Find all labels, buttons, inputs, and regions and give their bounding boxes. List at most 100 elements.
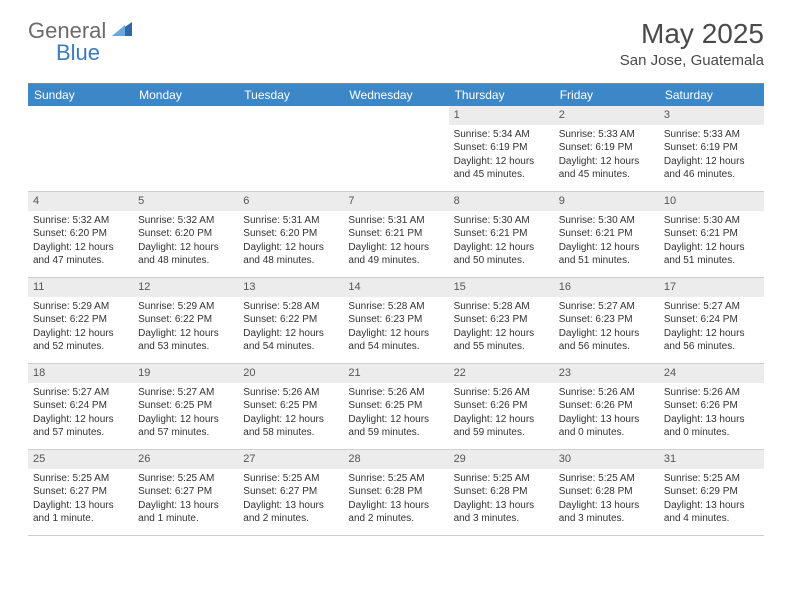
day-number: 12 — [133, 278, 238, 297]
sunrise-text: Sunrise: 5:25 AM — [243, 472, 338, 486]
weekday-friday: Friday — [554, 84, 659, 106]
day-number: 1 — [449, 106, 554, 125]
weekday-header-row: Sunday Monday Tuesday Wednesday Thursday… — [28, 84, 764, 106]
day-info: Sunrise: 5:25 AMSunset: 6:28 PMDaylight:… — [554, 469, 659, 530]
daylight-text: Daylight: 12 hours and 55 minutes. — [454, 327, 549, 354]
brand-mark-icon — [110, 21, 132, 42]
daylight-text: Daylight: 13 hours and 1 minute. — [33, 499, 128, 526]
sunset-text: Sunset: 6:20 PM — [138, 227, 233, 241]
sunset-text: Sunset: 6:23 PM — [559, 313, 654, 327]
daylight-text: Daylight: 12 hours and 45 minutes. — [559, 155, 654, 182]
sunrise-text: Sunrise: 5:34 AM — [454, 128, 549, 142]
sunrise-text: Sunrise: 5:32 AM — [33, 214, 128, 228]
calendar-cell: 25Sunrise: 5:25 AMSunset: 6:27 PMDayligh… — [28, 450, 133, 536]
calendar-cell: 28 Sunrise: 5:25 AMSunset: 6:28 PMDayligh… — [343, 450, 448, 536]
calendar-cell: 3Sunrise: 5:33 AMSunset: 6:19 PMDaylight… — [659, 106, 764, 192]
calendar-cell: 6Sunrise: 5:31 AMSunset: 6:20 PMDaylight… — [238, 192, 343, 278]
calendar-cell: 30Sunrise: 5:25 AMSunset: 6:28 PMDayligh… — [554, 450, 659, 536]
day-number: 16 — [554, 278, 659, 297]
daylight-text: Daylight: 13 hours and 1 minute. — [138, 499, 233, 526]
day-number: 9 — [554, 192, 659, 211]
day-info: Sunrise: 5:28 AMSunset: 6:23 PMDaylight:… — [449, 297, 554, 358]
sunset-text: Sunset: 6:28 PM — [454, 485, 549, 499]
day-number: 29 — [449, 450, 554, 469]
day-number: 30 — [554, 450, 659, 469]
sunrise-text: Sunrise: 5:27 AM — [664, 300, 759, 314]
sunrise-text: Sunrise: 5:29 AM — [33, 300, 128, 314]
sunrise-text: Sunrise: 5:33 AM — [664, 128, 759, 142]
sunset-text: Sunset: 6:25 PM — [348, 399, 443, 413]
calendar-cell: 15Sunrise: 5:28 AMSunset: 6:23 PMDayligh… — [449, 278, 554, 364]
calendar: Sunday Monday Tuesday Wednesday Thursday… — [28, 83, 764, 536]
day-info: Sunrise: 5:30 AMSunset: 6:21 PMDaylight:… — [449, 211, 554, 272]
sunrise-text: Sunrise: 5:25 AM — [33, 472, 128, 486]
day-number: 23 — [554, 364, 659, 383]
day-number: 18 — [28, 364, 133, 383]
sunrise-text: Sunrise: 5:28 AM — [348, 300, 443, 314]
calendar-cell: 10Sunrise: 5:30 AMSunset: 6:21 PMDayligh… — [659, 192, 764, 278]
sunrise-text: Sunrise: 5:26 AM — [559, 386, 654, 400]
page-header: GeneralBlue May 2025 San Jose, Guatemala — [0, 0, 792, 77]
day-info: Sunrise: 5:30 AMSunset: 6:21 PMDaylight:… — [659, 211, 764, 272]
calendar-cell: 5Sunrise: 5:32 AMSunset: 6:20 PMDaylight… — [133, 192, 238, 278]
sunset-text: Sunset: 6:20 PM — [33, 227, 128, 241]
calendar-cell: 29Sunrise: 5:25 AMSunset: 6:28 PMDayligh… — [449, 450, 554, 536]
calendar-cell: 12Sunrise: 5:29 AMSunset: 6:22 PMDayligh… — [133, 278, 238, 364]
day-number: 25 — [28, 450, 133, 469]
sunset-text: Sunset: 6:24 PM — [664, 313, 759, 327]
daylight-text: Daylight: 12 hours and 59 minutes. — [348, 413, 443, 440]
day-info: Sunrise: 5:25 AMSunset: 6:27 PMDaylight:… — [238, 469, 343, 530]
day-info: Sunrise: 5:33 AMSunset: 6:19 PMDaylight:… — [659, 125, 764, 186]
sunrise-text: Sunrise: 5:30 AM — [559, 214, 654, 228]
day-info: Sunrise: 5:32 AMSunset: 6:20 PMDaylight:… — [28, 211, 133, 272]
day-info: Sunrise: 5:26 AMSunset: 6:26 PMDaylight:… — [554, 383, 659, 444]
calendar-cell: 22Sunrise: 5:26 AMSunset: 6:26 PMDayligh… — [449, 364, 554, 450]
sunset-text: Sunset: 6:28 PM — [348, 485, 443, 499]
sunset-text: Sunset: 6:20 PM — [243, 227, 338, 241]
sunrise-text: Sunrise: 5:31 AM — [348, 214, 443, 228]
sunrise-text: Sunrise: 5:30 AM — [664, 214, 759, 228]
calendar-cell: . — [133, 106, 238, 192]
calendar-cell: 4Sunrise: 5:32 AMSunset: 6:20 PMDaylight… — [28, 192, 133, 278]
day-number: 15 — [449, 278, 554, 297]
day-info: Sunrise: 5:25 AMSunset: 6:28 PMDaylight:… — [449, 469, 554, 530]
day-info: Sunrise: 5:26 AMSunset: 6:25 PMDaylight:… — [238, 383, 343, 444]
daylight-text: Daylight: 13 hours and 2 minutes. — [348, 499, 443, 526]
day-info: Sunrise: 5:32 AMSunset: 6:20 PMDaylight:… — [133, 211, 238, 272]
sunset-text: Sunset: 6:23 PM — [454, 313, 549, 327]
day-number: 7 — [343, 192, 448, 211]
sunset-text: Sunset: 6:19 PM — [664, 141, 759, 155]
day-number: 26 — [133, 450, 238, 469]
day-info: Sunrise: 5:31 AMSunset: 6:21 PMDaylight:… — [343, 211, 448, 272]
daylight-text: Daylight: 12 hours and 57 minutes. — [138, 413, 233, 440]
day-number: 28 — [343, 450, 448, 469]
day-info: Sunrise: 5:25 AMSunset: 6:27 PMDaylight:… — [28, 469, 133, 530]
sunrise-text: Sunrise: 5:31 AM — [243, 214, 338, 228]
sunrise-text: Sunrise: 5:25 AM — [348, 472, 443, 486]
daylight-text: Daylight: 13 hours and 3 minutes. — [559, 499, 654, 526]
daylight-text: Daylight: 13 hours and 4 minutes. — [664, 499, 759, 526]
daylight-text: Daylight: 12 hours and 53 minutes. — [138, 327, 233, 354]
day-number: 22 — [449, 364, 554, 383]
daylight-text: Daylight: 12 hours and 58 minutes. — [243, 413, 338, 440]
calendar-cell: 23Sunrise: 5:26 AMSunset: 6:26 PMDayligh… — [554, 364, 659, 450]
daylight-text: Daylight: 13 hours and 3 minutes. — [454, 499, 549, 526]
brand-logo: GeneralBlue — [28, 18, 132, 66]
sunset-text: Sunset: 6:21 PM — [664, 227, 759, 241]
calendar-cell: 14Sunrise: 5:28 AMSunset: 6:23 PMDayligh… — [343, 278, 448, 364]
sunset-text: Sunset: 6:26 PM — [664, 399, 759, 413]
day-info: Sunrise: 5:28 AMSunset: 6:23 PMDaylight:… — [343, 297, 448, 358]
sunrise-text: Sunrise: 5:33 AM — [559, 128, 654, 142]
daylight-text: Daylight: 12 hours and 52 minutes. — [33, 327, 128, 354]
daylight-text: Daylight: 12 hours and 51 minutes. — [559, 241, 654, 268]
day-info: Sunrise: 5:26 AMSunset: 6:25 PMDaylight:… — [343, 383, 448, 444]
day-number: 6 — [238, 192, 343, 211]
day-info: Sunrise: 5:31 AMSunset: 6:20 PMDaylight:… — [238, 211, 343, 272]
location-label: San Jose, Guatemala — [620, 52, 764, 69]
calendar-cell: 13Sunrise: 5:28 AMSunset: 6:22 PMDayligh… — [238, 278, 343, 364]
sunrise-text: Sunrise: 5:25 AM — [138, 472, 233, 486]
sunset-text: Sunset: 6:29 PM — [664, 485, 759, 499]
day-info: Sunrise: 5:30 AMSunset: 6:21 PMDaylight:… — [554, 211, 659, 272]
day-info: Sunrise: 5:29 AMSunset: 6:22 PMDaylight:… — [133, 297, 238, 358]
day-info: Sunrise: 5:29 AMSunset: 6:22 PMDaylight:… — [28, 297, 133, 358]
